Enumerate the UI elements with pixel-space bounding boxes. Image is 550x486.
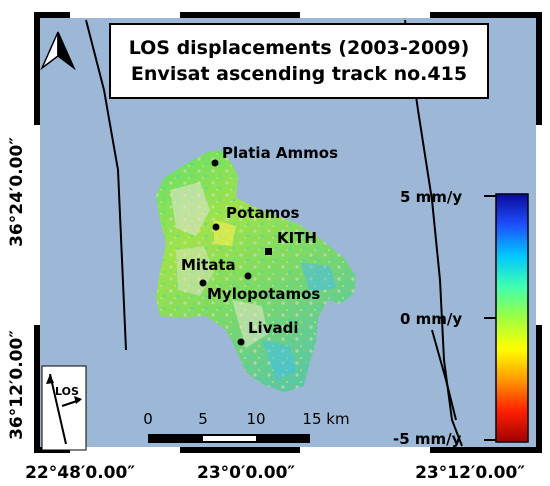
lat-label-36-12: 36°12′0.00″	[7, 330, 27, 440]
svg-text:Livadi: Livadi	[248, 319, 298, 337]
place-kith: KITH	[265, 229, 317, 255]
colorbar-label-max: 5 mm/y	[400, 188, 462, 206]
svg-text:KITH: KITH	[277, 229, 317, 247]
colorbar-label-zero: 0 mm/y	[400, 310, 462, 328]
island	[156, 150, 356, 392]
scale-tick-10: 10	[246, 410, 265, 428]
lon-labels: 22°48′0.00″ 23°0′0.00″ 23°12′0.00″	[25, 463, 525, 483]
place-livadi: Livadi	[237, 319, 298, 346]
scale-tick-15: 15 km	[302, 410, 349, 428]
title-line-1: LOS displacements (2003-2009)	[129, 37, 470, 59]
los-inset: LOS	[41, 365, 87, 451]
los-label: LOS	[55, 385, 79, 398]
place-mitata: Mitata	[181, 256, 236, 287]
fault-lines	[85, 19, 463, 447]
scale-tick-0: 0	[143, 410, 153, 428]
title-box: LOS displacements (2003-2009) Envisat as…	[109, 23, 489, 99]
svg-text:Potamos: Potamos	[226, 204, 300, 222]
place-potamos: Potamos	[212, 204, 300, 231]
north-arrow-icon	[40, 31, 76, 71]
svg-text:Platia Ammos: Platia Ammos	[222, 144, 338, 162]
lon-label-22-48: 22°48′0.00″	[25, 463, 135, 483]
place-mylopotamos: Mylopotamos	[207, 272, 320, 303]
colorbar-ramp	[495, 193, 529, 443]
svg-text:Mylopotamos: Mylopotamos	[207, 285, 320, 303]
colorbar: 5 mm/y 0 mm/y -5 mm/y	[393, 188, 529, 448]
scale-bar: 0 5 10 15 km	[143, 410, 350, 443]
lon-label-23-0: 23°0′0.00″	[197, 463, 295, 483]
place-platia-ammos: Platia Ammos	[211, 144, 338, 167]
lat-label-36-24: 36°24′0.00″	[7, 137, 27, 247]
title-line-2: Envisat ascending track no.415	[131, 63, 467, 85]
place-markers: Platia Ammos Potamos KITH Mitata Mylopot…	[181, 144, 338, 346]
colorbar-label-min: -5 mm/y	[393, 430, 462, 448]
scale-tick-5: 5	[198, 410, 208, 428]
lat-labels: 36°24′0.00″ 36°12′0.00″	[7, 137, 27, 440]
svg-text:Mitata: Mitata	[181, 256, 236, 274]
lon-label-23-12: 23°12′0.00″	[415, 463, 525, 483]
